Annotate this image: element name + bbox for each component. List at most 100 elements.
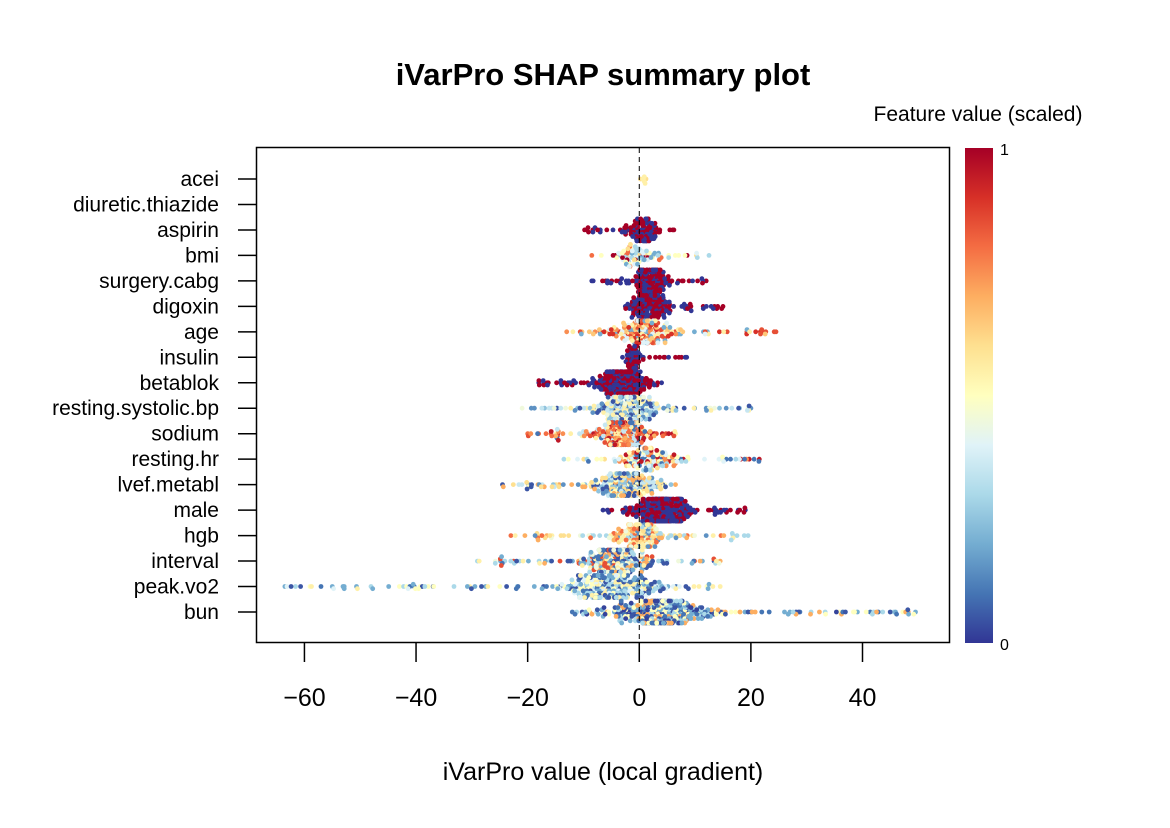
data-point — [634, 282, 640, 288]
data-point — [667, 325, 673, 330]
data-point — [628, 600, 634, 606]
data-point — [635, 420, 641, 426]
data-point — [608, 471, 613, 476]
data-point — [651, 412, 657, 418]
data-point — [702, 331, 708, 337]
data-point — [543, 431, 549, 437]
data-point — [589, 480, 594, 485]
data-point — [674, 496, 680, 502]
y-tick-label: hgb — [184, 525, 219, 548]
data-point — [634, 238, 640, 244]
data-point — [641, 387, 647, 392]
data-point — [596, 426, 602, 432]
data-point — [580, 484, 585, 490]
data-point — [721, 329, 727, 335]
data-point — [728, 537, 734, 543]
data-point — [639, 267, 644, 273]
data-point — [558, 405, 564, 411]
data-point — [808, 611, 813, 617]
data-point — [528, 431, 534, 437]
data-point — [716, 456, 722, 462]
data-point — [694, 611, 700, 617]
y-tick-label: age — [184, 321, 219, 344]
data-point — [605, 394, 611, 400]
data-point — [660, 287, 666, 293]
data-point — [610, 412, 616, 418]
data-point — [595, 573, 601, 578]
data-point — [588, 549, 594, 555]
data-point — [595, 227, 600, 233]
data-point — [651, 433, 657, 439]
data-point — [410, 581, 416, 587]
data-point — [870, 611, 875, 617]
data-point — [318, 584, 324, 589]
data-point — [643, 467, 649, 473]
data-point — [556, 484, 562, 490]
data-point — [622, 338, 628, 343]
data-point — [673, 354, 678, 360]
data-point — [621, 573, 627, 578]
y-tick-label: bun — [184, 601, 219, 624]
data-point — [386, 584, 392, 589]
data-point — [643, 216, 649, 222]
data-point — [688, 616, 694, 621]
data-point — [658, 486, 664, 492]
data-point — [599, 573, 604, 578]
data-point — [663, 299, 669, 305]
data-point — [648, 255, 654, 260]
data-point — [721, 533, 727, 538]
data-point — [656, 558, 661, 564]
data-point — [644, 318, 650, 324]
data-point — [498, 563, 504, 568]
data-point — [621, 320, 626, 326]
data-point — [679, 459, 684, 464]
data-point — [581, 405, 587, 411]
data-point — [673, 586, 679, 592]
data-point — [643, 445, 649, 451]
data-point — [613, 333, 619, 339]
data-point — [728, 609, 734, 615]
data-point — [580, 533, 586, 538]
data-point — [651, 459, 657, 464]
data-point — [554, 380, 559, 386]
data-point — [577, 431, 582, 437]
data-point — [540, 378, 546, 383]
data-point — [686, 586, 691, 592]
data-point — [710, 584, 716, 589]
data-point — [625, 471, 630, 476]
data-point — [604, 401, 610, 407]
data-point — [742, 456, 747, 462]
data-point — [712, 405, 717, 411]
data-point — [905, 607, 911, 613]
data-point — [539, 586, 545, 592]
data-point — [522, 533, 528, 538]
data-point — [592, 384, 597, 390]
data-point — [863, 609, 869, 615]
data-point — [652, 544, 658, 549]
data-point — [749, 609, 755, 615]
data-point — [597, 595, 603, 600]
data-point — [589, 592, 595, 598]
data-point — [644, 248, 649, 254]
data-point — [641, 340, 647, 346]
data-point — [742, 505, 748, 511]
data-point — [641, 435, 647, 441]
data-point — [644, 267, 650, 273]
data-point — [654, 620, 659, 626]
data-point — [405, 586, 411, 592]
data-point — [613, 614, 619, 619]
data-point — [696, 584, 702, 589]
data-point — [627, 420, 633, 426]
data-point — [639, 547, 645, 553]
data-point — [671, 304, 676, 309]
data-point — [852, 609, 857, 615]
data-point — [603, 475, 609, 481]
data-point — [422, 584, 428, 589]
data-point — [681, 516, 687, 522]
data-point — [677, 533, 682, 538]
data-point — [625, 301, 631, 307]
data-point — [663, 484, 668, 490]
data-point — [545, 382, 550, 388]
data-point — [578, 581, 584, 587]
data-point — [629, 248, 635, 254]
